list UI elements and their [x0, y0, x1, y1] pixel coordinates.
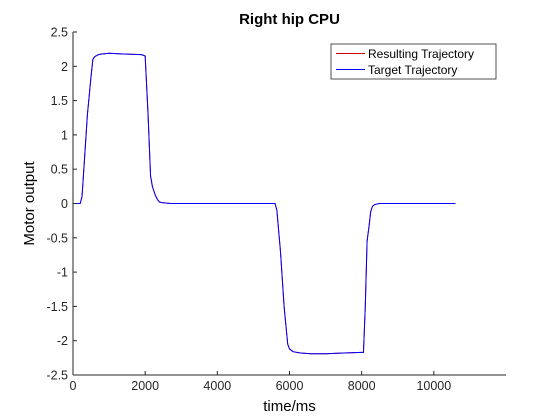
x-tick-label: 2000: [131, 379, 159, 393]
legend-label-target-trajectory: Target Trajectory: [368, 63, 457, 77]
y-tick-label: -2: [57, 334, 68, 348]
x-tick-label: 6000: [276, 379, 304, 393]
legend-box: [330, 43, 497, 80]
legend: Resulting Trajectory Target Trajectory: [330, 43, 497, 80]
y-tick-label: -0.5: [46, 231, 68, 245]
x-tick-label: 8000: [348, 379, 376, 393]
y-tick-label: 0: [61, 197, 68, 211]
x-axis-title: time/ms: [263, 398, 316, 415]
x-tick-label: 0: [70, 379, 77, 393]
y-tick-label: 0.5: [51, 163, 68, 177]
series-line-target-trajectory: [73, 52, 456, 355]
y-tick-label: -1.5: [46, 300, 68, 314]
series-layer: [73, 52, 456, 355]
y-tick-label: 1: [61, 128, 68, 142]
x-tick-label: 4000: [203, 379, 231, 393]
x-ticks: 0 2000 4000 6000 8000 10000: [70, 371, 451, 393]
y-ticks: 2.5 2 1.5 1 0.5 0 -0.5 -1 -1.5 -2 -2.5: [46, 26, 77, 383]
y-axis-title: Motor output: [21, 161, 38, 246]
y-tick-label: 1.5: [51, 94, 68, 108]
y-tick-label: 2: [61, 60, 68, 74]
chart-title: Right hip CPU: [239, 11, 340, 28]
y-tick-label: -1: [57, 266, 68, 280]
y-tick-label: -2.5: [46, 369, 68, 383]
x-tick-label: 10000: [416, 379, 451, 393]
y-tick-label: 2.5: [51, 26, 68, 40]
legend-label-resulting-trajectory: Resulting Trajectory: [368, 47, 474, 61]
